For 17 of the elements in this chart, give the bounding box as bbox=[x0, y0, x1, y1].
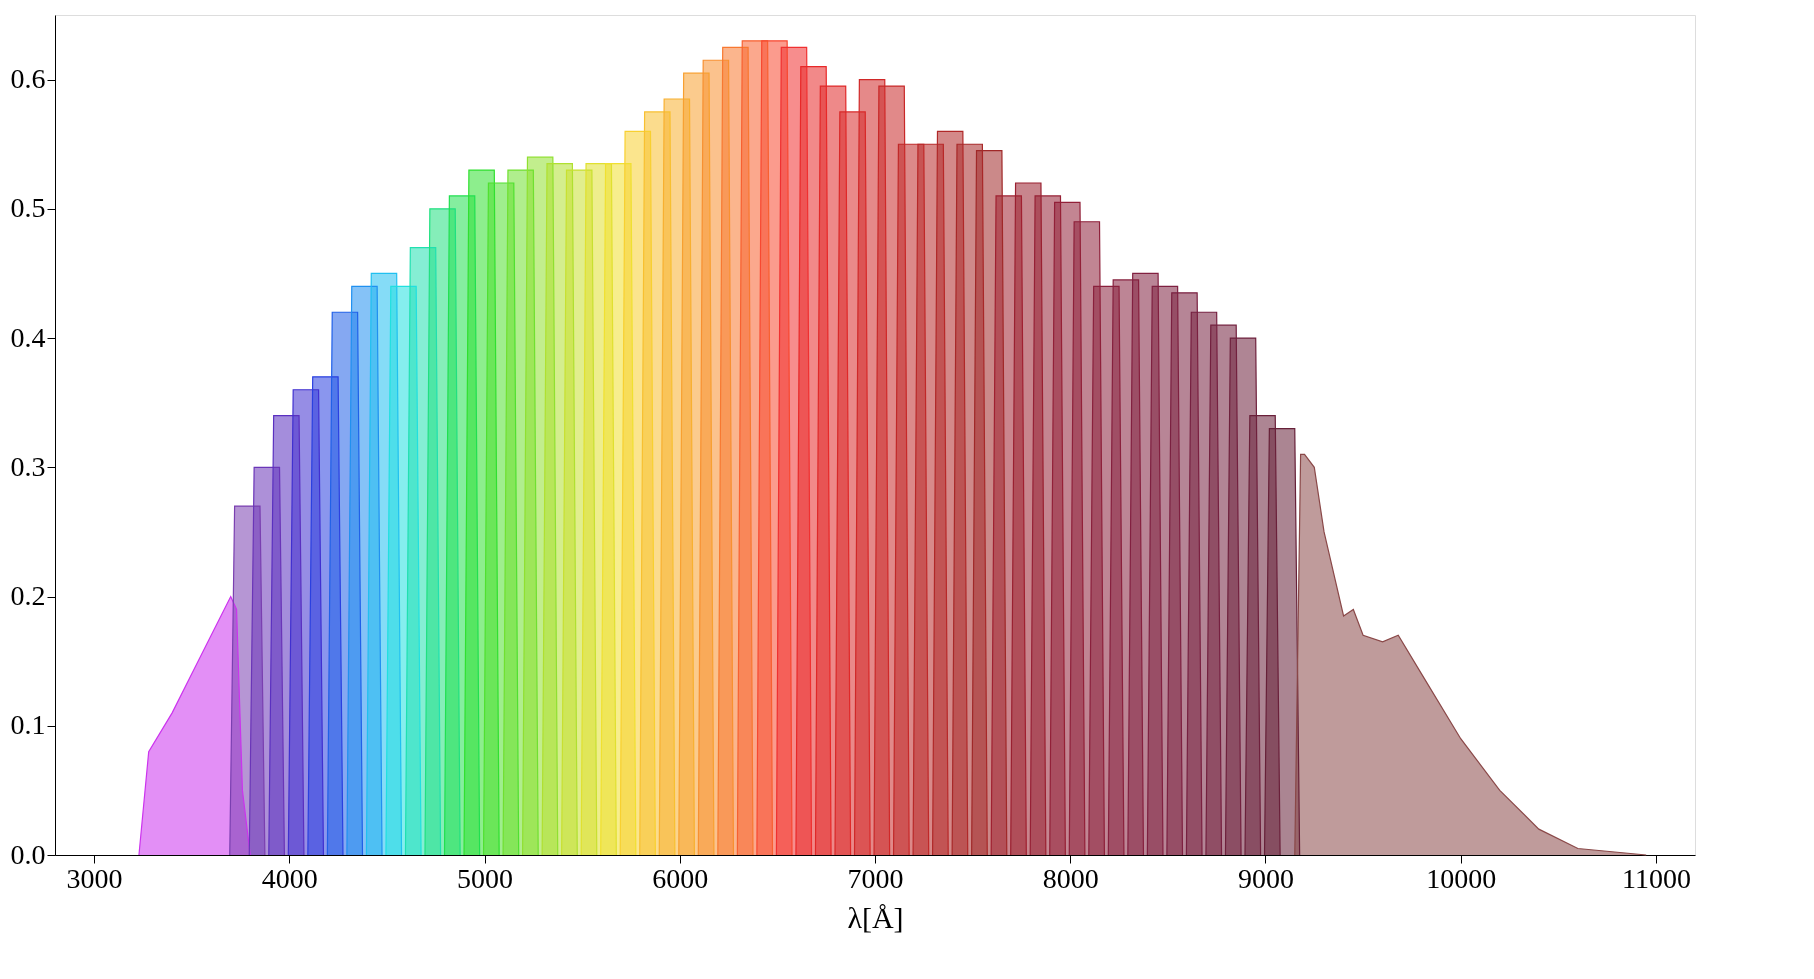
y-tick-label: 0.0 bbox=[10, 838, 46, 870]
x-tick-label: 4000 bbox=[261, 862, 318, 894]
y-tick-label: 0.5 bbox=[10, 192, 46, 224]
x-tick-label: 10000 bbox=[1426, 862, 1497, 894]
x-tick-label: 7000 bbox=[847, 862, 904, 894]
x-tick-label: 8000 bbox=[1042, 862, 1099, 894]
x-tick-label: 9000 bbox=[1237, 862, 1294, 894]
y-tick-label: 0.4 bbox=[10, 321, 46, 353]
y-tick-label: 0.1 bbox=[10, 709, 46, 741]
x-tick-label: 11000 bbox=[1621, 862, 1691, 894]
y-tick-label: 0.3 bbox=[10, 450, 46, 482]
y-tick-label: 0.2 bbox=[10, 580, 46, 612]
y-tick-label: 0.6 bbox=[10, 63, 46, 95]
x-axis-title: λ[Å] bbox=[847, 900, 904, 934]
x-tick-label: 5000 bbox=[457, 862, 514, 894]
x-tick-label: 6000 bbox=[652, 862, 709, 894]
x-tick-label: 3000 bbox=[66, 862, 123, 894]
